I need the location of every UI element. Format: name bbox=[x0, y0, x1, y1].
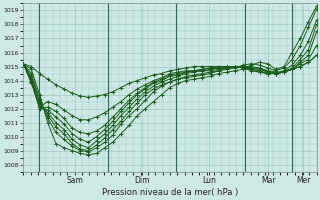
X-axis label: Pression niveau de la mer( hPa ): Pression niveau de la mer( hPa ) bbox=[102, 188, 238, 197]
